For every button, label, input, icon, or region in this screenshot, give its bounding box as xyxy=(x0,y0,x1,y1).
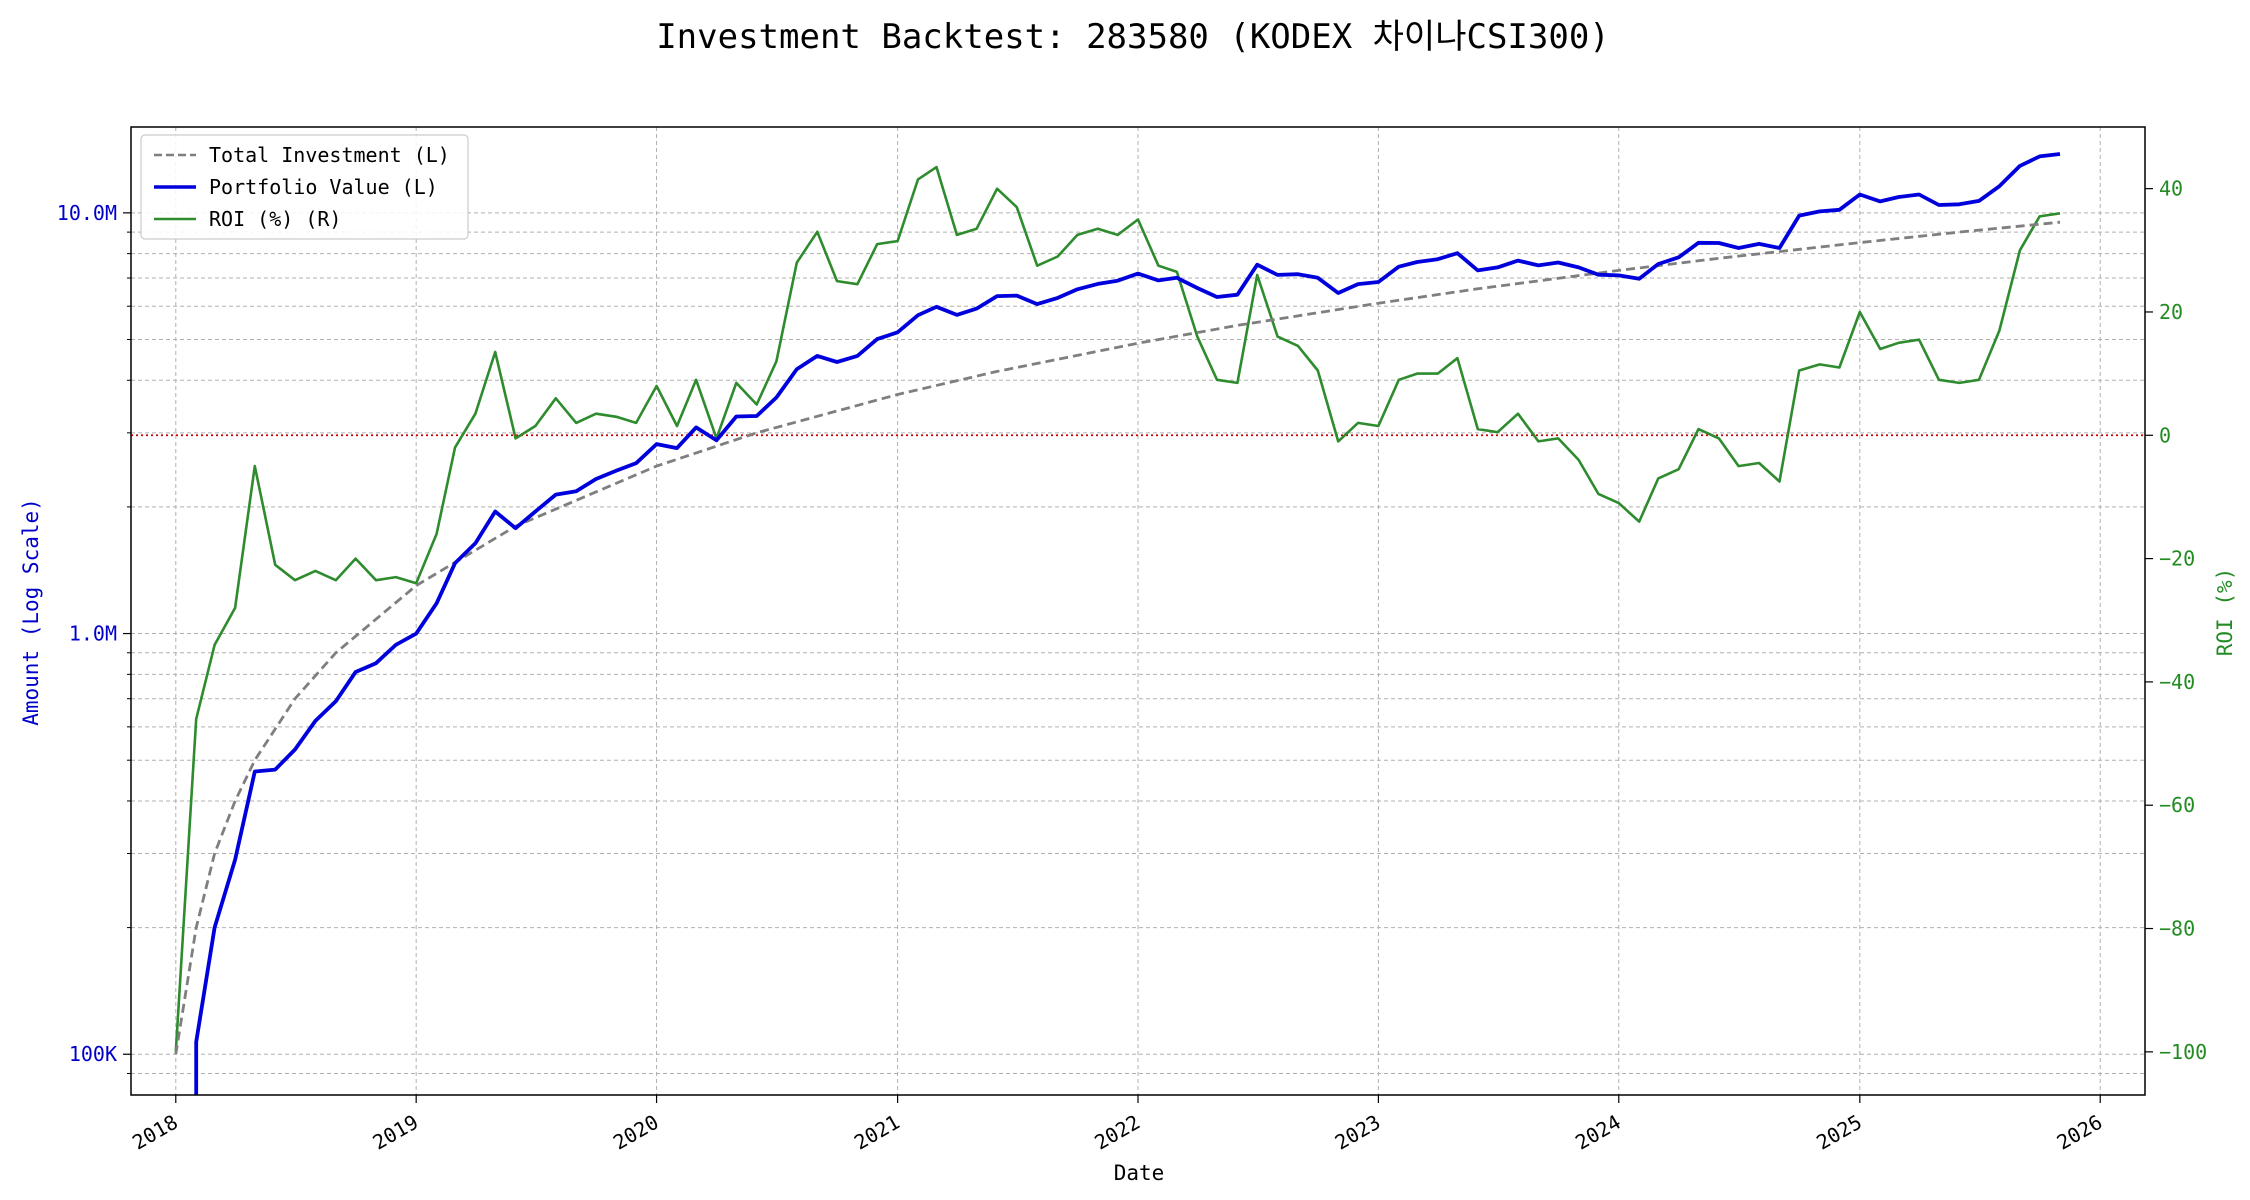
x-tick-label: 2024 xyxy=(1571,1110,1625,1155)
chart-title: Investment Backtest: 283580 (KODEX 차이나CS… xyxy=(656,17,1610,57)
x-tick-label: 2023 xyxy=(1331,1110,1385,1155)
y-right-tick-label: −80 xyxy=(2159,917,2195,941)
x-tick-label: 2022 xyxy=(1090,1110,1144,1155)
y-right-tick-label: −60 xyxy=(2159,793,2195,817)
left-y-axis-label: Amount (Log Scale) xyxy=(19,498,43,726)
x-tick-label: 2026 xyxy=(2053,1110,2107,1155)
y-right-tick-label: 40 xyxy=(2159,177,2183,201)
y-right-tick-label: 20 xyxy=(2159,300,2183,324)
x-tick-label: 2025 xyxy=(1812,1110,1866,1155)
right-y-axis-label: ROI (%) xyxy=(2213,568,2237,657)
total-investment-line xyxy=(174,220,2061,1055)
left-y-axis: 100K 1.0M 10.0M xyxy=(57,201,131,1074)
y-left-tick-label: 100K xyxy=(69,1042,117,1066)
legend-label-total-investment: Total Investment (L) xyxy=(209,143,450,167)
y-right-tick-label: 0 xyxy=(2159,423,2171,447)
y-right-tick-label: −20 xyxy=(2159,547,2195,571)
y-left-tick-label: 10.0M xyxy=(57,201,117,225)
x-axis: 2018 2019 2020 2021 2022 2023 2024 2025 2026 xyxy=(128,1095,2106,1155)
legend-label-portfolio-value: Portfolio Value (L) xyxy=(209,175,438,199)
x-tick-label: 2019 xyxy=(369,1110,423,1155)
roi-line xyxy=(174,165,2061,1052)
series-layer xyxy=(174,152,2061,1095)
y-left-tick-label: 1.0M xyxy=(69,622,117,646)
x-tick-label: 2018 xyxy=(128,1110,182,1155)
right-y-axis: −100 −80 −60 −40 −20 0 20 40 xyxy=(2145,177,2207,1064)
legend-label-roi: ROI (%) (R) xyxy=(209,207,341,231)
y-right-tick-label: −100 xyxy=(2159,1040,2207,1064)
x-tick-label: 2020 xyxy=(609,1110,663,1155)
x-tick-label: 2021 xyxy=(850,1110,904,1155)
legend-box xyxy=(140,134,469,240)
x-axis-label: Date xyxy=(1114,1161,1165,1185)
grid xyxy=(131,127,2145,1095)
y-right-tick-label: −40 xyxy=(2159,670,2195,694)
legend: Total Investment (L) Portfolio Value (L)… xyxy=(140,134,469,240)
portfolio-value-line xyxy=(194,152,2061,1095)
